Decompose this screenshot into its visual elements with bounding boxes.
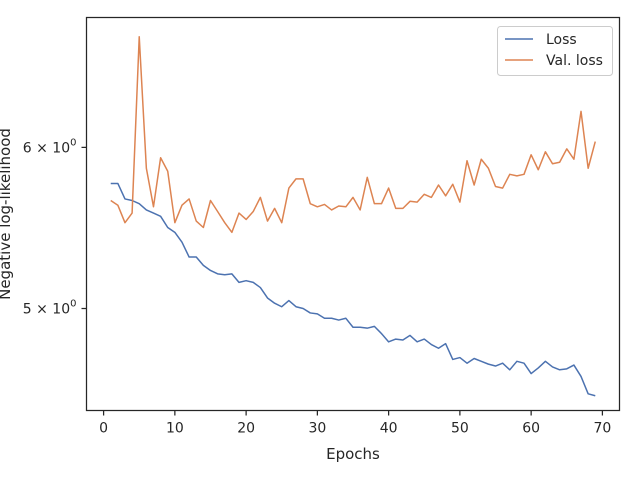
y-tick-label: 5 × 100 (23, 299, 77, 318)
x-tick-label: 70 (593, 421, 611, 437)
x-tick-label: 30 (308, 421, 326, 437)
x-tick-label: 50 (451, 421, 469, 437)
legend: Loss Val. loss (497, 26, 613, 76)
series-layer (110, 36, 596, 397)
x-tick-label: 10 (166, 421, 184, 437)
x-axis: 0 10 20 30 40 50 60 70 (99, 410, 611, 437)
y-axis: 5 × 100 6 × 100 (23, 137, 87, 318)
x-tick-label: 60 (522, 421, 540, 437)
y-tick-label: 6 × 100 (23, 137, 77, 156)
x-tick-label: 20 (237, 421, 255, 437)
legend-label-val-loss: Val. loss (546, 53, 603, 69)
x-tick-label: 0 (99, 421, 108, 437)
legend-label-loss: Loss (546, 32, 577, 48)
y-axis-label: Negative log-likelihood (0, 128, 14, 300)
plot-frame (85, 16, 621, 412)
x-axis-label: Epochs (326, 445, 380, 463)
series-line-loss (110, 182, 596, 397)
x-tick-label: 40 (380, 421, 398, 437)
plot-area (86, 17, 620, 411)
series-line-val-loss (110, 36, 596, 234)
